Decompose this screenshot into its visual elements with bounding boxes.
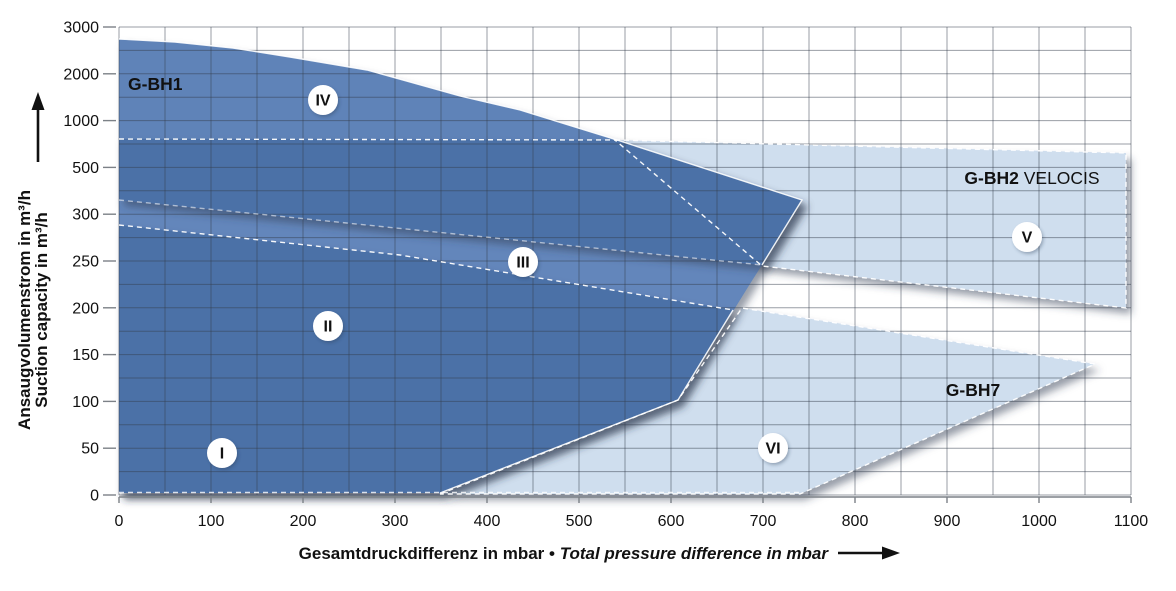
region-border-vi-outline [439, 307, 1098, 495]
x-tick-label-100: 100 [198, 513, 225, 530]
zone-marker-circle-IV [308, 85, 338, 115]
zone-marker-label-V: V [1022, 230, 1033, 247]
zone-marker-IV: IV [308, 85, 338, 115]
zone-marker-circle-V [1012, 222, 1042, 252]
x-axis-arrowhead-icon [882, 546, 900, 560]
x-tick-label-700: 700 [750, 513, 777, 530]
region-border-iii-bottom-dashed [118, 224, 734, 311]
series-label-g-bh7: G-BH7 [946, 380, 1000, 400]
x-axis-title-text: Gesamtdruckdifferenz in mbar • Total pre… [299, 544, 830, 563]
y-axis-title-en: Suction capacity in m³/h [32, 212, 51, 408]
y-tick-label-2000: 2000 [63, 66, 99, 83]
series-label-g-bh1: G-BH1 [128, 74, 183, 94]
zone-marker-I: I [207, 438, 237, 468]
region-fills [119, 39, 1126, 494]
region-fill-ii-upper [119, 139, 802, 265]
region-border-envelope-bottom [439, 309, 734, 494]
x-tick-label-900: 900 [934, 513, 961, 530]
x-tick-label-400: 400 [474, 513, 501, 530]
y-tick-label-200: 200 [72, 300, 99, 317]
axes [103, 26, 1132, 503]
x-axis-title-separator: • [544, 544, 559, 563]
x-tick-label-1000: 1000 [1021, 513, 1057, 530]
zone-marker-V: V [1012, 222, 1042, 252]
zone-marker-label-IV: IV [315, 93, 330, 110]
y-tick-label-50: 50 [81, 441, 99, 458]
y-tick-label-0: 0 [90, 488, 99, 505]
zone-marker-label-VI: VI [765, 441, 780, 458]
y-axis-arrowhead-icon [31, 92, 45, 110]
region-borders [118, 38, 1127, 495]
zone-marker-III: III [508, 247, 538, 277]
region-border-v-outline [613, 139, 1127, 309]
gridlines [118, 26, 1132, 496]
y-tick-label-300: 300 [72, 207, 99, 224]
x-tick-label-0: 0 [115, 513, 124, 530]
x-tick-label-300: 300 [382, 513, 409, 530]
zone-marker-circle-II [313, 311, 343, 341]
region-border-envelope-top [118, 38, 804, 266]
x-tick-label-800: 800 [842, 513, 869, 530]
y-tick-label-250: 250 [72, 254, 99, 271]
x-tick-label-600: 600 [658, 513, 685, 530]
zone-marker-circle-VI [758, 433, 788, 463]
zone-marker-circle-III [508, 247, 538, 277]
zone-marker-label-III: III [516, 255, 529, 272]
x-axis-title: Gesamtdruckdifferenz in mbar • Total pre… [299, 544, 900, 563]
y-tick-label-100: 100 [72, 394, 99, 411]
y-tick-label-3000: 3000 [63, 20, 99, 37]
y-axis-title-de: Ansaugvolumenstrom in m³/h [15, 190, 34, 430]
zone-marker-II: II [313, 311, 343, 341]
zone-marker-circle-I [207, 438, 237, 468]
x-axis-title-en: Total pressure difference in mbar [560, 544, 830, 563]
region-border-ii-top-dashed [118, 138, 618, 141]
zone-marker-label-I: I [220, 446, 224, 463]
y-tick-label-150: 150 [72, 347, 99, 364]
zone-marker-label-II: II [324, 319, 333, 336]
series-label-g-bh2-velocis: G-BH2 VELOCIS [964, 168, 1099, 188]
tick-labels: 0 100 200 300 400 500 600 700 800 900 1000 11003000… [63, 20, 1148, 531]
y-axis-title: Ansaugvolumenstrom in m³/h Suction capac… [15, 92, 51, 430]
y-tick-label-500: 500 [72, 160, 99, 177]
x-tick-label-500: 500 [566, 513, 593, 530]
x-tick-label-1100: 1100 [1114, 513, 1149, 530]
x-axis-title-de: Gesamtdruckdifferenz in mbar [299, 544, 545, 563]
x-tick-label-200: 200 [290, 513, 317, 530]
y-tick-label-1000: 1000 [63, 113, 99, 130]
zone-marker-VI: VI [758, 433, 788, 463]
